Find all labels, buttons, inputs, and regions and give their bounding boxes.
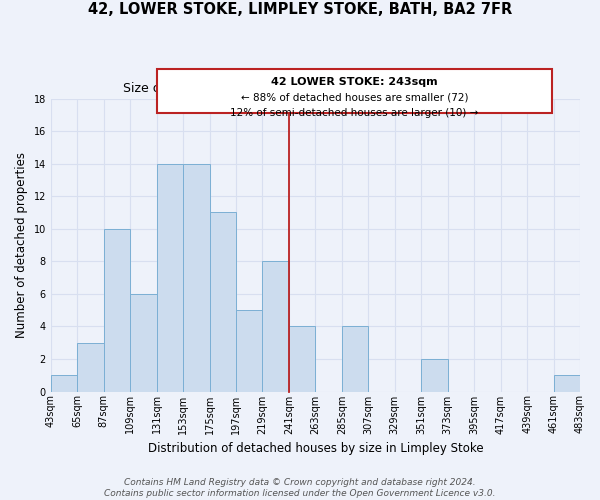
Bar	[342, 326, 368, 392]
Bar	[51, 375, 77, 392]
Bar	[554, 375, 580, 392]
Bar	[262, 262, 289, 392]
Text: 12% of semi-detached houses are larger (10) →: 12% of semi-detached houses are larger (…	[230, 108, 479, 118]
Text: ← 88% of detached houses are smaller (72): ← 88% of detached houses are smaller (72…	[241, 92, 468, 102]
FancyBboxPatch shape	[157, 69, 553, 113]
Y-axis label: Number of detached properties: Number of detached properties	[15, 152, 28, 338]
Bar	[157, 164, 183, 392]
Text: 42 LOWER STOKE: 243sqm: 42 LOWER STOKE: 243sqm	[271, 77, 438, 87]
X-axis label: Distribution of detached houses by size in Limpley Stoke: Distribution of detached houses by size …	[148, 442, 483, 455]
Bar	[104, 228, 130, 392]
Text: 42, LOWER STOKE, LIMPLEY STOKE, BATH, BA2 7FR: 42, LOWER STOKE, LIMPLEY STOKE, BATH, BA…	[88, 2, 512, 18]
Text: Contains HM Land Registry data © Crown copyright and database right 2024.
Contai: Contains HM Land Registry data © Crown c…	[104, 478, 496, 498]
Bar	[421, 359, 448, 392]
Title: Size of property relative to detached houses in Limpley Stoke: Size of property relative to detached ho…	[122, 82, 508, 94]
Bar	[183, 164, 209, 392]
Bar	[130, 294, 157, 392]
Bar	[236, 310, 262, 392]
Bar	[77, 342, 104, 392]
Bar	[289, 326, 316, 392]
Bar	[209, 212, 236, 392]
